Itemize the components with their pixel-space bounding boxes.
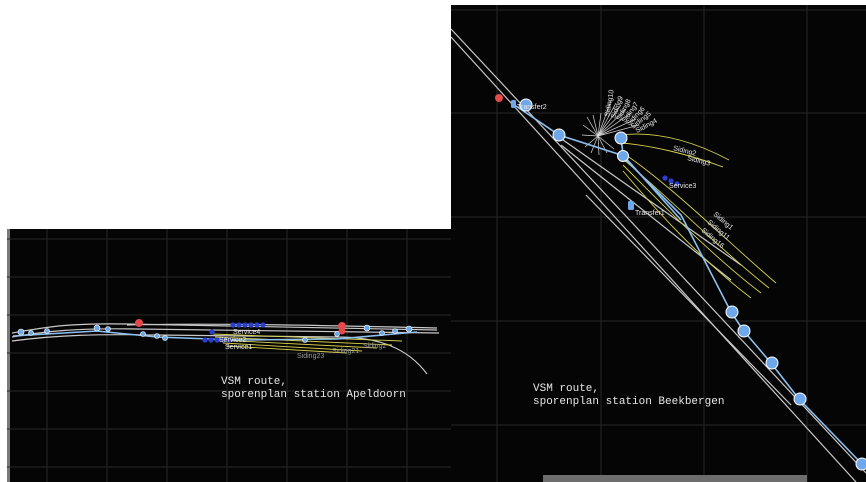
label-transfer2: Transfer2 [517, 104, 547, 111]
apeldoorn-caption: VSM route, sporenplan station Apeldoorn [221, 376, 406, 402]
service-nodes [202, 322, 266, 343]
beekbergen-track-plan-view[interactable]: Transfer2 Transfer1 Service3 Siding10 Si… [451, 5, 866, 482]
caption-line-2: sporenplan station Beekbergen [533, 396, 725, 408]
siding-fan [581, 100, 640, 156]
siding-tracks [211, 333, 403, 354]
caption-line-1: VSM route, [221, 376, 288, 388]
label-siding10: Siding10 [604, 89, 616, 117]
apeldoorn-track-plan-view[interactable]: Service4 Service2 Service1 Siding23 Sidi… [7, 229, 451, 482]
grid-lines [7, 229, 451, 482]
signal-marker [495, 94, 503, 102]
panel-border [7, 229, 10, 482]
label-siding23: Siding23 [297, 353, 324, 360]
track-nodes [519, 98, 866, 471]
label-siding-right: Siding2 [363, 343, 386, 350]
transfer-icons [511, 100, 634, 210]
track-nodes [17, 324, 413, 343]
main-tracks [451, 28, 866, 482]
horizontal-scrollbar[interactable] [543, 475, 807, 482]
service-nodes [662, 175, 680, 187]
label-service4: Service4 [233, 329, 260, 336]
label-service3: Service3 [669, 183, 696, 190]
label-siding21: Siding21 [332, 348, 359, 355]
signal-markers [135, 319, 346, 335]
label-service2: Service2 [219, 337, 246, 344]
caption-line-1: VSM route, [533, 383, 600, 395]
apeldoorn-track-canvas[interactable]: Service4 Service2 Service1 Siding23 Sidi… [7, 229, 451, 482]
caption-line-2: sporenplan station Apeldoorn [221, 389, 406, 401]
label-siding3: Siding3 [687, 155, 711, 167]
route-line [12, 330, 418, 341]
grid-lines [451, 5, 866, 482]
label-service1: Service1 [225, 344, 252, 351]
beekbergen-track-canvas[interactable]: Transfer2 Transfer1 Service3 Siding10 Si… [451, 5, 866, 482]
label-transfer1: Transfer1 [635, 210, 665, 217]
beekbergen-caption: VSM route, sporenplan station Beekbergen [533, 383, 724, 409]
